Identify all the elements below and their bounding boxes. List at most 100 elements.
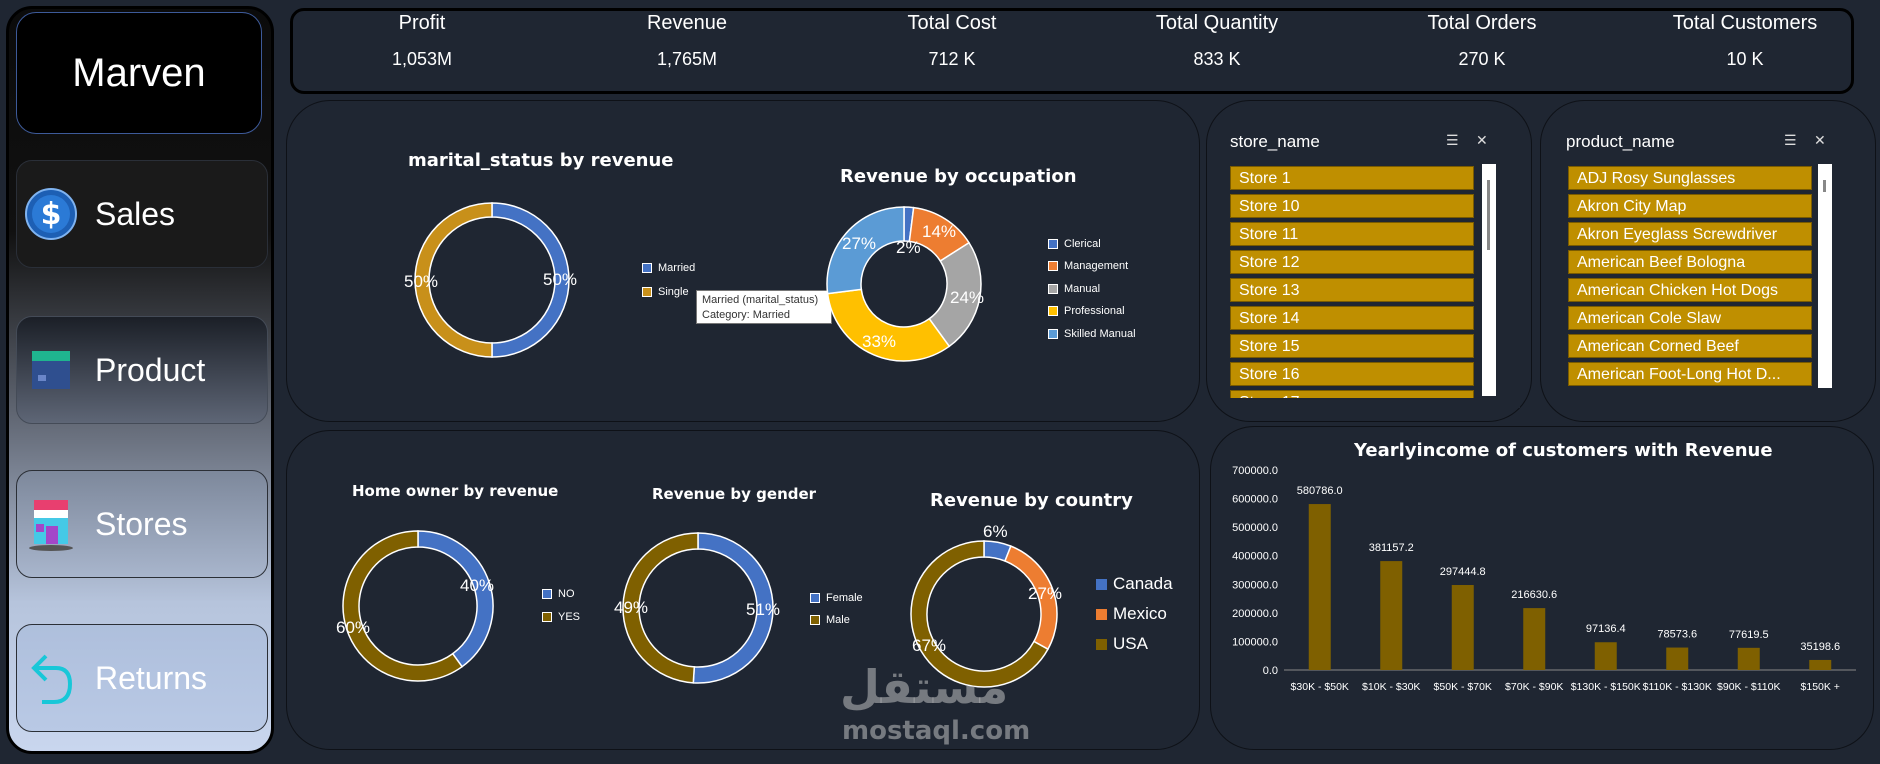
legend-male: Male bbox=[810, 614, 850, 626]
kpi-label: Total Orders bbox=[1427, 12, 1537, 34]
occupation-donut[interactable] bbox=[824, 204, 984, 364]
legend-label: Female bbox=[826, 592, 863, 604]
slicer-item[interactable]: Akron Eyeglass Screwdriver bbox=[1568, 222, 1812, 246]
legend-no: NO bbox=[542, 588, 575, 600]
slice-skilled-manual[interactable] bbox=[826, 206, 905, 295]
bar[interactable] bbox=[1737, 647, 1760, 670]
slicer-item[interactable]: Store 14 bbox=[1230, 306, 1474, 330]
bar[interactable] bbox=[1451, 585, 1474, 670]
x-tick-label: $90K - $110K bbox=[1717, 681, 1780, 693]
occupation-chart-title: Revenue by occupation bbox=[840, 166, 1077, 187]
legend-usa: USA bbox=[1096, 634, 1148, 654]
legend-canada: Canada bbox=[1096, 574, 1173, 594]
nav-returns-label: Returns bbox=[95, 659, 208, 696]
income-chart-title: Yearlyincome of customers with Revenue bbox=[1354, 440, 1773, 461]
slice-yes[interactable] bbox=[342, 530, 464, 682]
bar[interactable] bbox=[1666, 647, 1689, 670]
income-chart-panel bbox=[1210, 426, 1874, 750]
slicer-item[interactable]: American Foot-Long Hot D... bbox=[1568, 362, 1812, 386]
legend-swatch bbox=[1048, 239, 1058, 249]
nav-returns[interactable]: Returns bbox=[16, 624, 268, 732]
x-tick-label: $50K - $70K bbox=[1434, 681, 1492, 693]
legend-swatch bbox=[642, 263, 652, 273]
y-tick-label: 300000.0 bbox=[1232, 579, 1278, 591]
scrollbar-thumb[interactable] bbox=[1487, 180, 1490, 250]
brand-logo[interactable]: Marven bbox=[16, 12, 262, 134]
legend-mexico: Mexico bbox=[1096, 604, 1167, 624]
slicer-item[interactable]: American Chicken Hot Dogs bbox=[1568, 278, 1812, 302]
x-tick-label: $30K - $50K bbox=[1291, 681, 1349, 693]
nav-product[interactable]: Product bbox=[16, 316, 268, 424]
slice-male[interactable] bbox=[622, 532, 699, 684]
scrollbar-thumb[interactable] bbox=[1823, 180, 1826, 192]
store-icon bbox=[23, 496, 79, 552]
legend-single: Single bbox=[642, 286, 689, 298]
slicer-item[interactable]: Store 11 bbox=[1230, 222, 1474, 246]
bar-value-label: 297444.8 bbox=[1440, 566, 1486, 578]
slicer-item[interactable]: Store 13 bbox=[1230, 278, 1474, 302]
kpi-value: 10 K bbox=[1726, 49, 1764, 69]
slicer-item[interactable]: Store 15 bbox=[1230, 334, 1474, 358]
legend-professional: Professional bbox=[1048, 305, 1125, 317]
nav-sales[interactable]: $ Sales bbox=[16, 160, 268, 268]
legend-label: Male bbox=[826, 614, 850, 626]
legend-swatch bbox=[1048, 329, 1058, 339]
country-donut[interactable] bbox=[908, 538, 1060, 690]
product-slicer-list[interactable]: ADJ Rosy Sunglasses Akron City Map Akron E… bbox=[1560, 162, 1814, 390]
clear-filter-icon[interactable]: ✕ bbox=[1814, 132, 1826, 148]
bar-value-label: 78573.6 bbox=[1657, 629, 1697, 641]
slice-single[interactable] bbox=[414, 202, 493, 358]
slice-no[interactable] bbox=[417, 530, 494, 668]
slicer-item[interactable]: Store 12 bbox=[1230, 250, 1474, 274]
x-tick-label: $110K - $130K bbox=[1643, 681, 1712, 693]
kpi-label: Revenue bbox=[646, 12, 728, 34]
nav-stores-label: Stores bbox=[95, 505, 188, 542]
slicer-item[interactable]: Store 10 bbox=[1230, 194, 1474, 218]
slicer-item[interactable]: American Beef Bologna bbox=[1568, 250, 1812, 274]
bar[interactable] bbox=[1380, 561, 1403, 670]
y-tick-label: 0.0 bbox=[1263, 665, 1278, 677]
bar[interactable] bbox=[1523, 608, 1546, 670]
x-tick-label: $10K - $30K bbox=[1362, 681, 1420, 693]
slicer-item[interactable]: American Cole Slaw bbox=[1568, 306, 1812, 330]
y-tick-label: 600000.0 bbox=[1232, 494, 1278, 506]
demographics-panel-top bbox=[286, 100, 1200, 422]
slicer-item[interactable]: Akron City Map bbox=[1568, 194, 1812, 218]
store-slicer-scrollbar[interactable] bbox=[1482, 164, 1496, 396]
country-chart-title: Revenue by country bbox=[930, 490, 1133, 511]
legend-married: Married bbox=[642, 262, 695, 274]
marital-label-married: 50% bbox=[543, 270, 578, 289]
store-slicer-list[interactable]: Store 1 Store 10 Store 11 Store 12 Store 13 S… bbox=[1222, 162, 1498, 398]
gender-donut[interactable] bbox=[620, 530, 776, 686]
income-bar-chart[interactable]: 0.0 100000.0 200000.0 300000.0 400000.0 50000… bbox=[1216, 460, 1866, 710]
chart-tooltip: Married (marital_status) Category: Marri… bbox=[696, 290, 832, 324]
store-slicer-title: store_name bbox=[1230, 132, 1320, 151]
homeowner-donut[interactable] bbox=[340, 528, 496, 684]
slicer-item[interactable]: ADJ Rosy Sunglasses bbox=[1568, 166, 1812, 190]
homeowner-label-yes: 60% bbox=[336, 618, 371, 637]
slicer-item[interactable]: American Corned Beef bbox=[1568, 334, 1812, 358]
bar[interactable] bbox=[1308, 504, 1331, 670]
multi-select-icon[interactable]: ☰ bbox=[1784, 132, 1797, 148]
slicer-item[interactable]: Store 16 bbox=[1230, 362, 1474, 386]
legend-label: Management bbox=[1064, 260, 1129, 272]
gender-chart-title: Revenue by gender bbox=[652, 485, 817, 503]
kpi-total-orders: Total Orders 270 K bbox=[1357, 8, 1607, 88]
slicer-item[interactable]: Store 1 bbox=[1230, 166, 1474, 190]
y-tick-label: 700000.0 bbox=[1232, 465, 1278, 477]
marital-donut[interactable] bbox=[412, 200, 572, 360]
multi-select-icon[interactable]: ☰ bbox=[1446, 132, 1459, 148]
legend-swatch bbox=[542, 612, 552, 622]
bar[interactable] bbox=[1809, 659, 1832, 670]
slicer-item[interactable]: Store 17 bbox=[1230, 390, 1474, 398]
occupation-label-management: 14% bbox=[922, 222, 957, 241]
nav-stores[interactable]: Stores bbox=[16, 470, 268, 578]
slice-professional[interactable] bbox=[826, 288, 951, 362]
x-tick-label: $70K - $90K bbox=[1505, 681, 1563, 693]
product-slicer-scrollbar[interactable] bbox=[1818, 164, 1832, 388]
clear-filter-icon[interactable]: ✕ bbox=[1476, 132, 1488, 148]
kpi-total-quantity: Total Quantity 833 K bbox=[1092, 8, 1342, 88]
country-label-usa: 67% bbox=[912, 636, 947, 655]
slice-usa[interactable] bbox=[910, 540, 1049, 688]
bar[interactable] bbox=[1594, 642, 1617, 670]
